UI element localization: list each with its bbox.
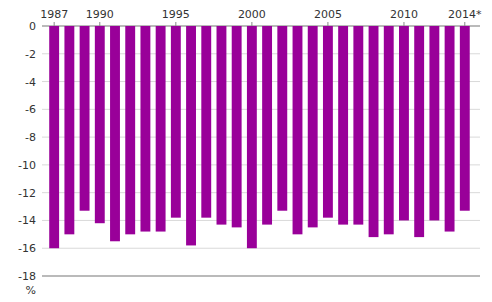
bar: [95, 26, 105, 223]
bar: [323, 26, 333, 218]
y-tick-label: -10: [18, 159, 36, 172]
bar: [156, 26, 166, 232]
x-tick-label: 2014*: [448, 8, 482, 21]
x-tick: [175, 22, 176, 26]
bar: [110, 26, 120, 241]
y-tick-label: -18: [18, 270, 36, 283]
y-tick-label: -4: [25, 76, 36, 89]
bar: [338, 26, 348, 225]
x-range-line: [42, 276, 480, 277]
bar: [369, 26, 379, 237]
x-tick: [251, 22, 252, 26]
chart-container: 0 -2 -4 -6 -8 -10 -12 -14 -16 -18 1987 1990 1995 2000…: [0, 0, 492, 302]
grid-line: [42, 276, 480, 277]
x-tick: [54, 22, 55, 26]
bar: [125, 26, 135, 234]
bar: [399, 26, 409, 220]
x-tick-label: 2005: [314, 8, 342, 21]
bar: [140, 26, 150, 232]
x-tick-label: 1987: [40, 8, 68, 21]
bar: [445, 26, 455, 232]
grid-line: [42, 248, 480, 249]
y-tick-label: -16: [18, 242, 36, 255]
bar: [353, 26, 363, 225]
bar: [80, 26, 90, 211]
bar: [201, 26, 211, 218]
x-tick: [99, 22, 100, 26]
bar: [460, 26, 470, 211]
bar: [429, 26, 439, 220]
bar: [262, 26, 272, 225]
y-tick-label: 0: [29, 20, 36, 33]
bar: [293, 26, 303, 234]
y-tick-label: -14: [18, 214, 36, 227]
bar: [217, 26, 227, 225]
bar: [64, 26, 74, 234]
bar: [171, 26, 181, 218]
bar: [247, 26, 257, 248]
x-tick-label: 1990: [86, 8, 114, 21]
x-tick: [403, 22, 404, 26]
y-tick-label: -6: [25, 103, 36, 116]
bar: [232, 26, 242, 227]
chart: 0 -2 -4 -6 -8 -10 -12 -14 -16 -18 1987 1990 1995 2000…: [0, 0, 492, 302]
bars: [49, 26, 470, 248]
bar: [49, 26, 59, 248]
x-tick: [327, 22, 328, 26]
bar: [308, 26, 318, 227]
y-tick-label: -12: [18, 187, 36, 200]
bar: [186, 26, 196, 245]
y-axis-label: %: [26, 284, 36, 297]
x-tick-label: 2000: [238, 8, 266, 21]
bar: [277, 26, 287, 211]
y-grid: [42, 26, 480, 276]
y-tick-label: -2: [25, 48, 36, 61]
y-tick-label: -8: [25, 131, 36, 144]
x-tick-label: 1995: [162, 8, 190, 21]
x-tick-label: 2010: [390, 8, 418, 21]
bar: [384, 26, 394, 234]
x-tick: [464, 22, 465, 26]
bar: [414, 26, 424, 237]
